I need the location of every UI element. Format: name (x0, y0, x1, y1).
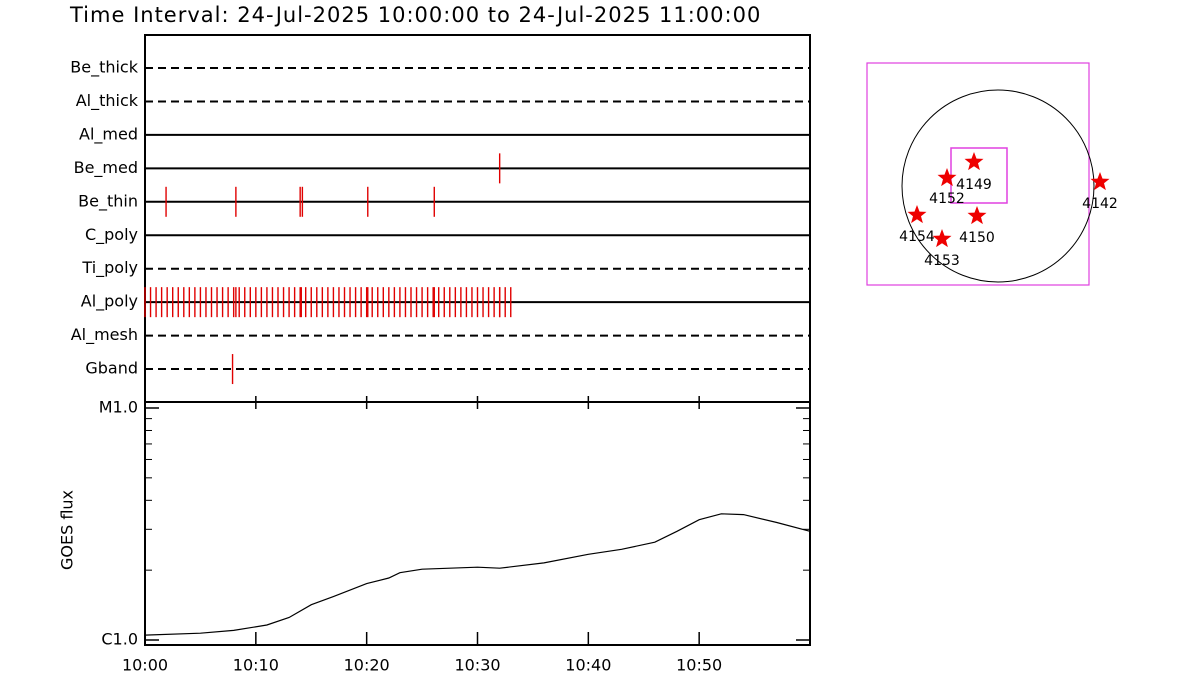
row-label: C_poly (85, 225, 138, 245)
x-tick-label: 10:20 (344, 656, 390, 675)
y-tick-label: C1.0 (101, 630, 138, 649)
x-tick-label: 10:40 (565, 656, 611, 675)
solar-disk (901, 89, 1095, 283)
goes-frame (144, 401, 811, 646)
row-label: Al_poly (81, 292, 138, 312)
y-tick-label: M1.0 (99, 398, 138, 417)
row-label: Al_med (79, 124, 138, 144)
region-label: 4142 (1082, 196, 1118, 212)
region-star (932, 229, 952, 248)
region-star (967, 206, 987, 225)
region-label: 4154 (899, 229, 935, 245)
x-tick-label: 10:50 (676, 656, 722, 675)
region-label: 4153 (924, 253, 960, 269)
map-frame (866, 62, 1090, 286)
chart-title: Time Interval: 24-Jul-2025 10:00:00 to 2… (69, 3, 761, 27)
row-label: Be_med (74, 158, 138, 178)
region-star (907, 205, 927, 224)
x-tick-label: 10:30 (454, 656, 500, 675)
region-star (937, 168, 957, 187)
x-tick-label: 10:10 (233, 656, 279, 675)
row-label: Al_mesh (71, 325, 138, 345)
region-star (964, 152, 984, 171)
x-tick-label: 10:00 (122, 656, 168, 675)
goes-curve (144, 513, 811, 636)
timeline-frame (144, 34, 811, 403)
region-label: 4152 (929, 191, 965, 207)
row-label: Ti_poly (81, 258, 138, 278)
row-label: Be_thin (78, 191, 138, 211)
region-star (1090, 172, 1110, 191)
row-label: Be_thick (70, 58, 138, 78)
y-axis-label: GOES flux (58, 490, 77, 570)
row-label: Gband (85, 359, 138, 378)
row-label: Al_thick (76, 91, 139, 111)
region-label: 4150 (959, 230, 995, 246)
region-label: 4149 (956, 177, 992, 193)
